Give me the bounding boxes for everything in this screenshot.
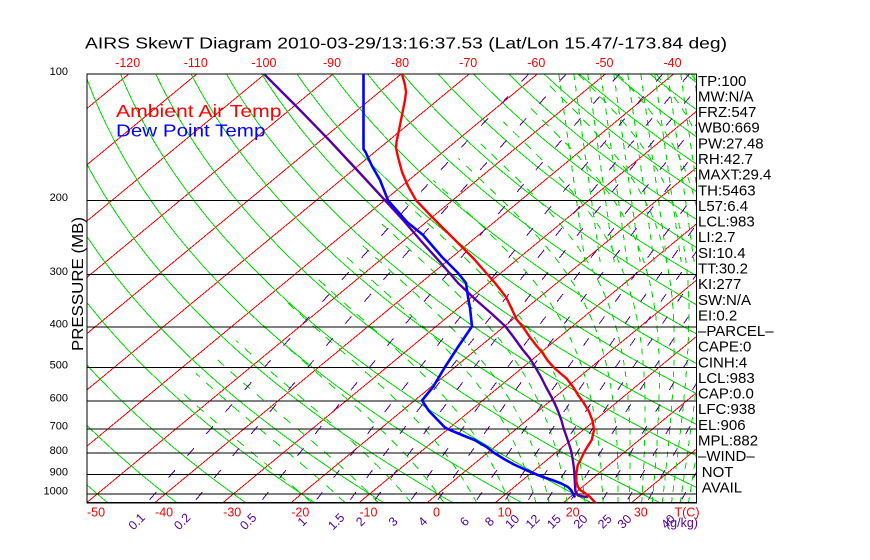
svg-text:-30: -30 xyxy=(223,506,241,520)
svg-text:-110: -110 xyxy=(184,56,208,70)
svg-text:–PARCEL–: –PARCEL– xyxy=(698,323,774,340)
svg-text:EL:906: EL:906 xyxy=(698,417,746,434)
svg-text:Ambient Air Temp: Ambient Air Temp xyxy=(116,101,282,121)
svg-text:0: 0 xyxy=(433,506,440,520)
svg-text:–WIND–: –WIND– xyxy=(698,448,755,465)
svg-text:MPL:882: MPL:882 xyxy=(698,433,758,450)
svg-text:-20: -20 xyxy=(291,506,309,520)
svg-text:20: 20 xyxy=(566,506,580,520)
svg-text:600: 600 xyxy=(50,393,68,405)
svg-text:TH:5463: TH:5463 xyxy=(698,182,756,199)
svg-text:FRZ:547: FRZ:547 xyxy=(698,104,756,121)
svg-text:CAP:0.0: CAP:0.0 xyxy=(698,386,754,403)
svg-text:CINH:4: CINH:4 xyxy=(698,354,747,371)
svg-text:EI:0.2: EI:0.2 xyxy=(698,307,737,324)
svg-text:CAPE:0: CAPE:0 xyxy=(698,339,751,356)
svg-text:T(C): T(C) xyxy=(675,506,700,520)
svg-text:900: 900 xyxy=(50,467,68,479)
svg-text:RH:42.7: RH:42.7 xyxy=(698,151,753,168)
svg-text:800: 800 xyxy=(50,445,68,457)
svg-text:LFC:938: LFC:938 xyxy=(698,401,756,418)
svg-text:30: 30 xyxy=(634,506,648,520)
svg-text:TT:30.2: TT:30.2 xyxy=(698,261,748,278)
svg-text:100: 100 xyxy=(50,66,68,78)
svg-text:500: 500 xyxy=(50,359,68,371)
svg-text:KI:277: KI:277 xyxy=(698,276,741,293)
svg-text:200: 200 xyxy=(50,192,68,204)
svg-text:AVAIL: AVAIL xyxy=(702,479,742,496)
svg-text:-60: -60 xyxy=(527,56,545,70)
svg-text:-50: -50 xyxy=(87,506,105,520)
svg-text:10: 10 xyxy=(498,506,512,520)
svg-text:SI:10.4: SI:10.4 xyxy=(698,245,746,262)
svg-text:L57:6.4: L57:6.4 xyxy=(698,198,748,215)
svg-text:MW:N/A: MW:N/A xyxy=(698,88,754,105)
svg-text:-40: -40 xyxy=(663,56,681,70)
svg-text:-120: -120 xyxy=(115,56,140,70)
svg-text:-50: -50 xyxy=(595,56,613,70)
svg-text:(g/kg): (g/kg) xyxy=(666,516,698,530)
svg-text:PW:27.48: PW:27.48 xyxy=(698,135,764,152)
svg-text:LCL:983: LCL:983 xyxy=(698,370,755,387)
svg-text:NOT: NOT xyxy=(702,464,734,481)
svg-text:LI:2.7: LI:2.7 xyxy=(698,229,736,246)
svg-text:-80: -80 xyxy=(391,56,409,70)
svg-text:Dew Point Temp: Dew Point Temp xyxy=(116,120,265,140)
svg-text:-40: -40 xyxy=(155,506,173,520)
svg-text:-90: -90 xyxy=(323,56,341,70)
svg-text:1000: 1000 xyxy=(44,486,68,498)
svg-text:SW:N/A: SW:N/A xyxy=(698,292,751,309)
svg-text:300: 300 xyxy=(50,266,68,278)
svg-text:LCL:983: LCL:983 xyxy=(698,214,755,231)
svg-text:700: 700 xyxy=(50,421,68,433)
svg-text:PRESSURE (MB): PRESSURE (MB) xyxy=(70,217,87,351)
svg-text:400: 400 xyxy=(50,319,68,331)
svg-text:AIRS SkewT Diagram 2010-03-29/: AIRS SkewT Diagram 2010-03-29/13:16:37.5… xyxy=(85,36,727,53)
svg-text:-10: -10 xyxy=(359,506,377,520)
svg-text:WB0:669: WB0:669 xyxy=(698,120,760,137)
svg-text:-100: -100 xyxy=(251,56,276,70)
svg-text:-70: -70 xyxy=(459,56,477,70)
svg-text:MAXT:29.4: MAXT:29.4 xyxy=(698,167,771,184)
svg-text:TP:100: TP:100 xyxy=(698,73,746,90)
